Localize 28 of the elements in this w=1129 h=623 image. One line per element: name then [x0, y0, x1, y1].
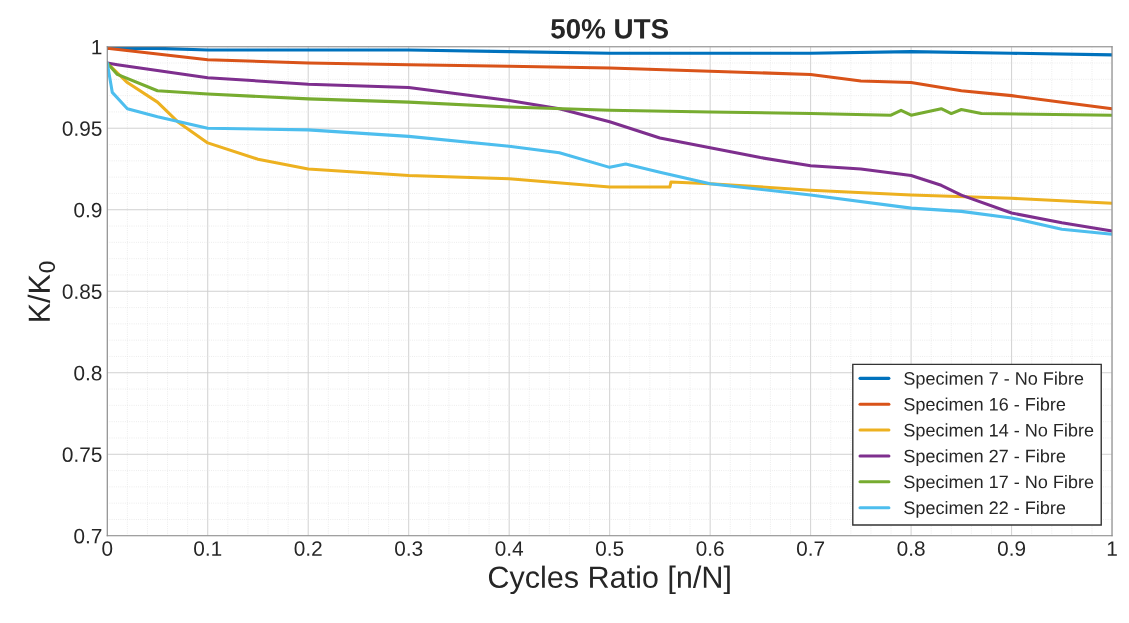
- legend-label: Specimen 17 - No Fibre: [904, 475, 1094, 492]
- x-tick-label: 0.5: [595, 541, 624, 556]
- x-axis-title: Cycles Ratio [n/N]: [488, 565, 730, 595]
- legend-label: Specimen 27 - Fibre: [904, 449, 1066, 467]
- x-tick-label: 1: [1107, 541, 1117, 556]
- x-tick-label: 0.2: [294, 541, 322, 556]
- x-tick-label: 0.7: [796, 541, 825, 556]
- y-tick-label: 0.95: [62, 121, 102, 136]
- x-tick-label: 0.6: [696, 541, 724, 556]
- y-tick-label: 0.7: [74, 528, 102, 544]
- y-tick-label: 1: [92, 39, 102, 55]
- legend-label: Specimen 14 - No Fibre: [904, 423, 1094, 441]
- y-axis-title: K/K$_{0}$: [27, 261, 56, 321]
- y-tick-label: 0.75: [62, 447, 102, 463]
- y-tick-label: 0.8: [74, 365, 102, 381]
- line-series: [107, 61, 1113, 117]
- legend-label: Specimen 16 - Fibre: [904, 397, 1066, 415]
- legend-label: Specimen 22 - Fibre: [904, 500, 1066, 518]
- chart-title: 50% UTS: [551, 18, 669, 39]
- y-tick-label: 0.85: [62, 284, 102, 300]
- x-tick-label: 0.1: [194, 541, 222, 556]
- legend-label: Specimen 7 - No Fibre: [904, 371, 1084, 389]
- x-tick-label: 0.4: [495, 541, 524, 556]
- x-tick-label: 0.9: [997, 541, 1026, 556]
- x-tick-label: 0: [102, 541, 113, 556]
- y-tick-label: 0.9: [74, 202, 102, 218]
- x-tick-label: 0.3: [395, 541, 423, 556]
- x-tick-label: 0.8: [897, 541, 925, 556]
